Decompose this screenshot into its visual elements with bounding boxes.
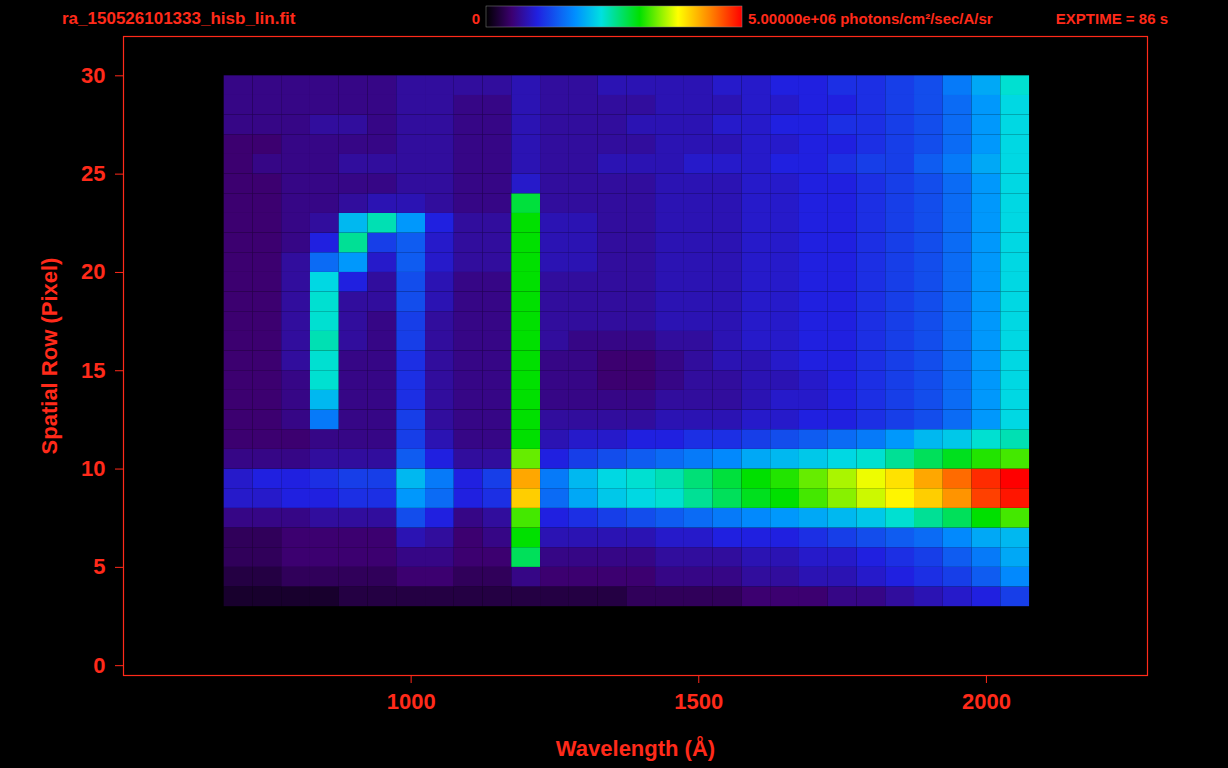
svg-text:25: 25 [81, 161, 105, 186]
svg-text:Spatial Row (Pixel): Spatial Row (Pixel) [37, 258, 62, 455]
svg-text:EXPTIME = 86 s: EXPTIME = 86 s [1056, 10, 1168, 27]
svg-text:0: 0 [472, 10, 480, 27]
svg-text:0: 0 [93, 653, 105, 678]
svg-text:5: 5 [93, 554, 105, 579]
svg-text:20: 20 [81, 259, 105, 284]
svg-text:1500: 1500 [674, 689, 723, 714]
svg-text:1000: 1000 [387, 689, 436, 714]
svg-text:15: 15 [81, 358, 105, 383]
svg-text:5.00000e+06 photons/cm²/sec/A/: 5.00000e+06 photons/cm²/sec/A/sr [748, 10, 993, 27]
svg-text:10: 10 [81, 456, 105, 481]
svg-text:30: 30 [81, 63, 105, 88]
svg-text:Wavelength (Å): Wavelength (Å) [556, 735, 715, 761]
svg-text:ra_150526101333_hisb_lin.fit: ra_150526101333_hisb_lin.fit [62, 9, 296, 28]
svg-text:2000: 2000 [962, 689, 1011, 714]
